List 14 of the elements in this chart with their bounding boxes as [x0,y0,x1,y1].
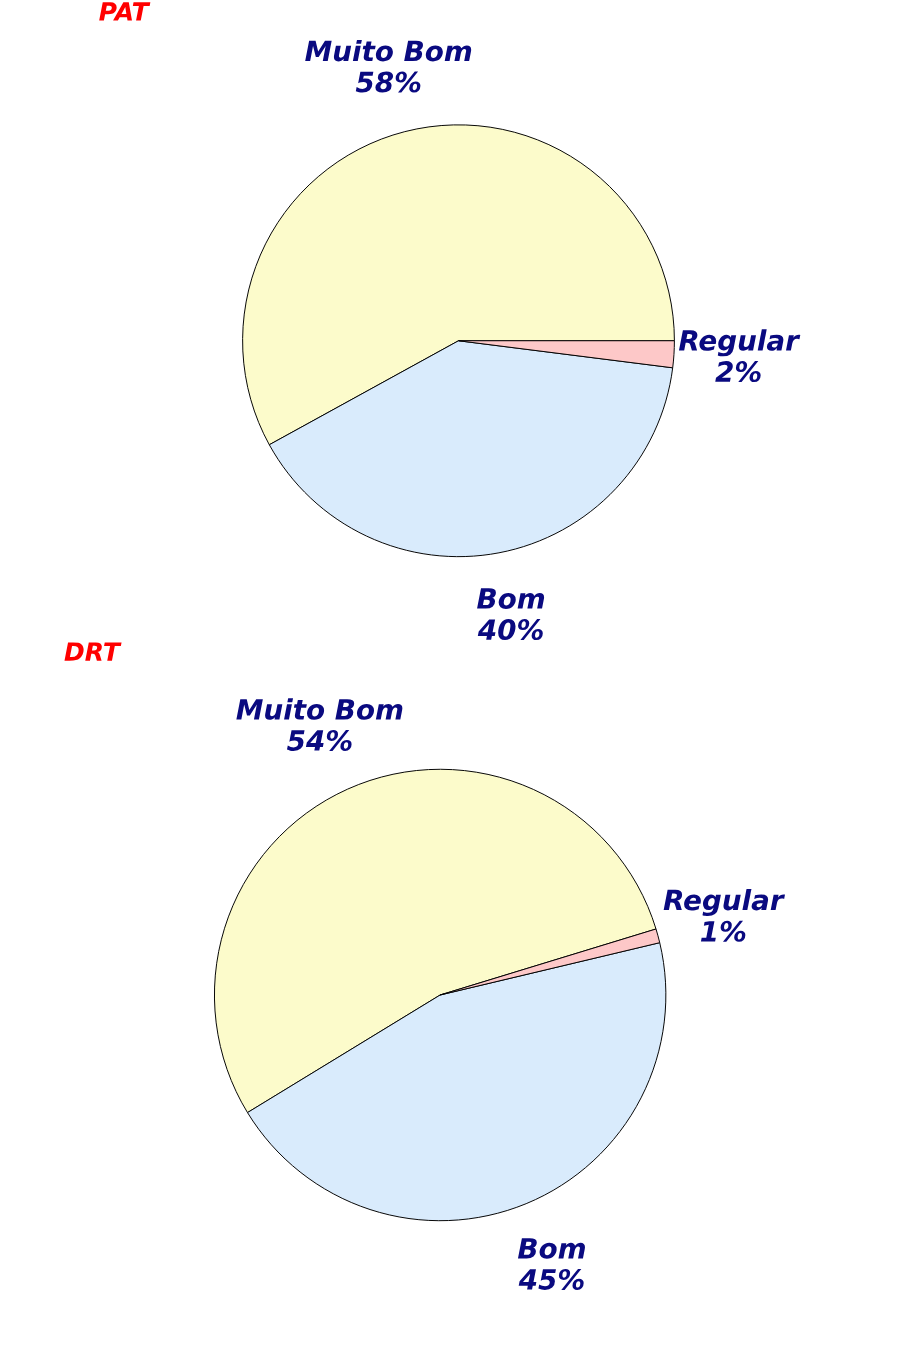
slice-label: Regular [678,329,801,357]
data-label: 40% [477,619,543,641]
slice-label: Regular [663,888,785,917]
data-label: 2% [715,361,761,383]
data-label: 1% [700,920,746,942]
slice-label: Muito Bom [305,39,472,62]
slice-label: Muito Bom [236,698,403,720]
chart-title: DRT [64,642,122,661]
data-label: 58% [355,71,421,93]
chart-title: PAT [99,2,151,21]
data-label: 54% [287,729,352,751]
slice-label: Bom [477,588,545,609]
slice-label: Bom [517,1238,585,1259]
data-label: 45% [518,1268,584,1290]
